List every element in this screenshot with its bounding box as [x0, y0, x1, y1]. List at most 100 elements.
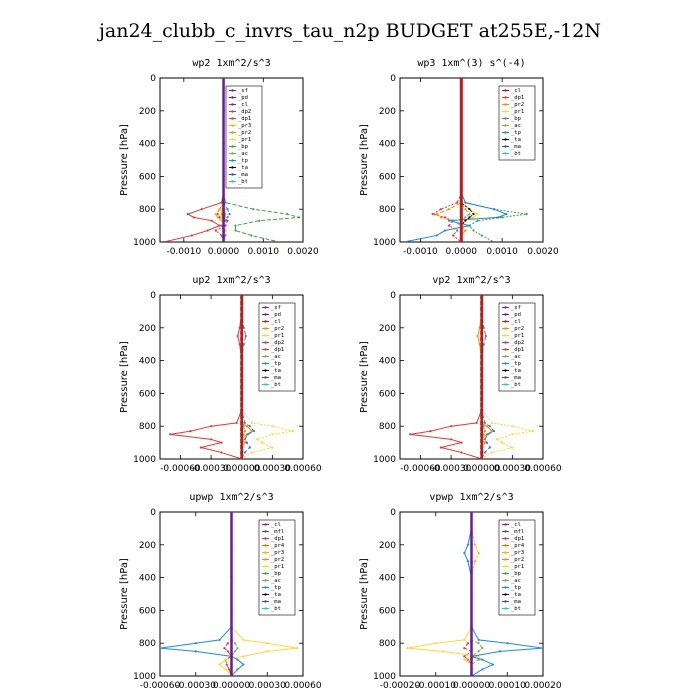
legend-label: _pr1: [238, 137, 251, 143]
data-point: [243, 438, 246, 441]
legend-label: _mfl: [511, 529, 524, 535]
y-tick-label: 400: [139, 357, 156, 367]
data-point: [238, 343, 241, 346]
data-point: [189, 430, 192, 433]
data-point: [482, 425, 485, 428]
x-tick-label: -0.00060: [400, 464, 441, 474]
legend-label: _tp: [511, 130, 521, 136]
data-point: [214, 229, 217, 232]
y-tick-label: 600: [379, 172, 396, 182]
y-tick-label: 0: [390, 74, 396, 84]
x-tick-label: -0.00030: [176, 681, 217, 691]
legend-label: _ta: [511, 368, 521, 374]
x-tick-label: -0.00030: [431, 464, 472, 474]
legend-marker: [231, 131, 234, 134]
data-point: [490, 430, 494, 433]
data-point: [463, 551, 466, 555]
legend-marker: [504, 341, 507, 344]
legend-marker: [504, 579, 507, 582]
legend-marker: [504, 145, 507, 148]
data-point: [224, 219, 227, 222]
data-point: [449, 425, 453, 428]
data-point: [242, 343, 245, 346]
data-point: [226, 208, 229, 211]
data-point: [236, 334, 239, 338]
data-point: [483, 430, 486, 433]
y-tick-label: 1000: [133, 672, 156, 682]
legend-label: _pr2: [238, 130, 251, 136]
legend-label: _ta: [511, 137, 521, 143]
data-point: [250, 234, 253, 237]
y-tick-label: 400: [379, 574, 396, 584]
legend-marker: [504, 537, 507, 540]
data-point: [463, 638, 466, 642]
chart-panel-1: wp3 1xm^(3) s^(-4) Pressure [hPa] 0 200 400 6…: [359, 58, 559, 257]
data-point: [243, 421, 246, 425]
data-point: [295, 647, 299, 650]
data-point: [234, 229, 237, 232]
legend-marker: [231, 117, 234, 120]
data-point: [224, 229, 227, 232]
x-tick-label: 0.0000: [446, 247, 478, 257]
data-point: [278, 240, 281, 242]
data-point: [443, 229, 447, 232]
x-tick-label: 0.0000: [208, 247, 240, 257]
data-point: [210, 219, 213, 222]
legend-label: _dp1: [511, 536, 524, 542]
data-point: [243, 441, 246, 444]
data-point: [492, 208, 496, 211]
x-tick-label: 0.00000: [223, 464, 260, 474]
data-point: [460, 451, 463, 454]
data-point: [483, 441, 486, 444]
legend-marker: [504, 355, 507, 358]
legend-label: _ac: [511, 123, 521, 129]
legend-label: _cl: [271, 522, 281, 528]
legend-label: _tp: [238, 158, 248, 164]
legend-marker: [504, 103, 507, 106]
legend-label: _ac: [511, 578, 521, 584]
legend-label: _dp1: [238, 116, 251, 122]
data-point: [235, 421, 238, 425]
legend-marker: [504, 383, 507, 386]
data-point: [228, 213, 231, 216]
data-point: [220, 441, 223, 444]
legend-marker: [264, 530, 267, 533]
data-point: [468, 224, 471, 227]
legend-marker: [231, 110, 234, 113]
data-point: [466, 560, 470, 563]
legend-marker: [504, 369, 507, 372]
data-point: [464, 216, 467, 219]
data-point: [194, 650, 197, 653]
data-point: [209, 438, 213, 441]
data-point: [186, 213, 189, 216]
y-tick-label: 800: [379, 422, 396, 432]
legend-box: [498, 302, 536, 392]
y-tick-label: 1000: [133, 455, 156, 465]
data-point: [477, 650, 480, 653]
data-point: [226, 219, 229, 222]
data-point: [483, 421, 486, 425]
data-point: [481, 658, 484, 661]
y-tick-label: 800: [139, 422, 156, 432]
data-point: [402, 240, 406, 242]
data-point: [291, 430, 294, 433]
legend-label: _dp2: [238, 109, 251, 115]
data-point: [452, 234, 455, 237]
legend-label: _dp1: [271, 347, 284, 353]
y-tick-label: 200: [139, 324, 156, 334]
legend-marker: [264, 572, 267, 575]
x-tick-label: -0.0010: [166, 247, 201, 257]
legend-label: _ma: [511, 599, 521, 605]
data-point: [228, 668, 231, 671]
data-point: [224, 224, 227, 227]
y-tick-label: 600: [139, 172, 156, 182]
x-tick-label: 0.0020: [287, 247, 319, 257]
data-point: [466, 642, 470, 645]
legend-marker: [264, 565, 267, 568]
data-point: [243, 451, 246, 454]
data-point: [495, 438, 499, 441]
data-point: [242, 326, 245, 329]
legend-marker: [264, 306, 267, 309]
legend-marker: [504, 544, 507, 547]
series-line-dp1: [170, 295, 243, 459]
